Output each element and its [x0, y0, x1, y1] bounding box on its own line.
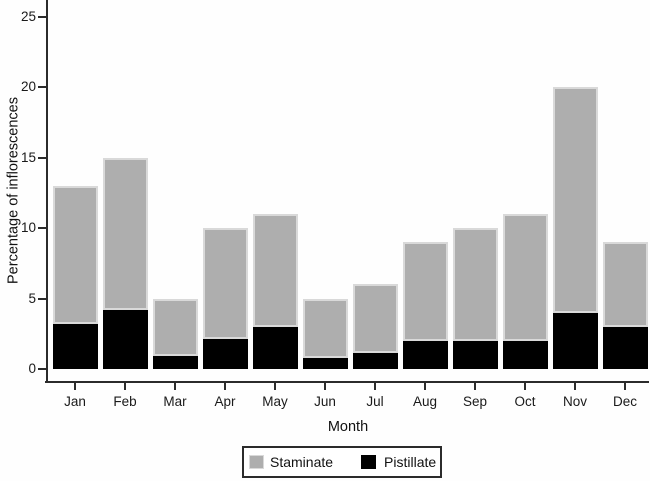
x-tick-oct — [524, 383, 526, 390]
bar-segment-staminate-oct — [502, 213, 548, 341]
x-tick-apr — [224, 383, 226, 390]
x-axis-line — [45, 381, 649, 383]
x-tick-label-feb: Feb — [113, 394, 137, 409]
y-axis-line — [46, 0, 48, 383]
y-tick-label-10: 10 — [20, 220, 36, 235]
x-tick-label-jul: Jul — [366, 394, 384, 409]
bar-segment-staminate-feb — [102, 157, 148, 310]
x-tick-label-jun: Jun — [314, 394, 336, 409]
y-tick-0 — [38, 368, 47, 370]
bar-segment-pistillate-jan — [52, 323, 98, 369]
y-tick-20 — [38, 86, 47, 88]
x-tick-label-nov: Nov — [562, 394, 587, 409]
bar-segment-staminate-apr — [202, 228, 248, 340]
y-tick-15 — [38, 156, 47, 159]
bar-segment-staminate-jan — [52, 185, 98, 324]
staminate-legend-swatch — [249, 455, 264, 469]
legend-box: Staminate Pistillate — [242, 446, 442, 478]
x-tick-label-sep: Sep — [462, 394, 488, 409]
bar-segment-pistillate-mar — [152, 356, 198, 369]
y-tick-label-20: 20 — [20, 79, 36, 94]
x-tick-jan — [74, 383, 76, 390]
bar-segment-pistillate-nov — [552, 312, 598, 369]
x-axis-title: Month — [327, 419, 369, 435]
bar-segment-pistillate-apr — [202, 339, 248, 369]
x-tick-nov — [574, 383, 576, 390]
y-tick-25 — [38, 15, 47, 18]
x-tick-label-jan: Jan — [64, 394, 86, 409]
x-tick-label-oct: Oct — [514, 394, 536, 409]
y-tick-label-5: 5 — [28, 290, 36, 306]
pistillate-legend-swatch — [361, 455, 377, 469]
x-tick-feb — [124, 383, 126, 390]
x-tick-label-apr: Apr — [214, 394, 236, 409]
bar-segment-staminate-sep — [452, 228, 498, 341]
bar-segment-pistillate-sep — [452, 340, 498, 369]
x-tick-may — [274, 383, 276, 390]
staminate-legend-label: Staminate — [270, 454, 334, 470]
y-tick-5 — [38, 297, 47, 300]
x-tick-label-mar: Mar — [163, 394, 187, 409]
y-tick-label-0: 0 — [28, 361, 36, 376]
x-tick-dec — [624, 383, 626, 390]
bar-segment-staminate-dec — [602, 242, 648, 327]
bar-segment-pistillate-oct — [502, 340, 548, 369]
pistillate-legend-label: Pistillate — [384, 454, 437, 470]
bar-segment-staminate-jul — [352, 284, 398, 354]
x-tick-mar — [174, 383, 176, 390]
bar-segment-staminate-may — [252, 213, 298, 327]
x-tick-label-dec: Dec — [612, 394, 637, 409]
x-tick-jul — [374, 383, 376, 390]
y-tick-10 — [38, 227, 47, 229]
bar-segment-staminate-mar — [152, 298, 198, 357]
x-tick-label-aug: Aug — [412, 394, 438, 409]
bar-segment-staminate-jun — [302, 298, 348, 358]
bar-segment-pistillate-dec — [602, 326, 648, 369]
bar-segment-staminate-aug — [402, 242, 448, 341]
bar-segment-pistillate-may — [252, 326, 298, 369]
x-tick-sep — [474, 383, 476, 390]
bar-segment-pistillate-aug — [402, 340, 448, 369]
bar-segment-pistillate-feb — [102, 309, 148, 369]
x-tick-aug — [424, 383, 426, 390]
bar-segment-staminate-nov — [552, 87, 598, 313]
y-tick-label-25: 25 — [20, 8, 36, 24]
y-tick-label-15: 15 — [20, 149, 36, 165]
x-tick-jun — [324, 383, 326, 390]
y-axis-title: Percentage of inflorescences — [5, 97, 22, 284]
x-tick-label-may: May — [262, 394, 288, 409]
bar-segment-pistillate-jul — [352, 353, 398, 369]
bar-segment-pistillate-jun — [302, 357, 348, 369]
